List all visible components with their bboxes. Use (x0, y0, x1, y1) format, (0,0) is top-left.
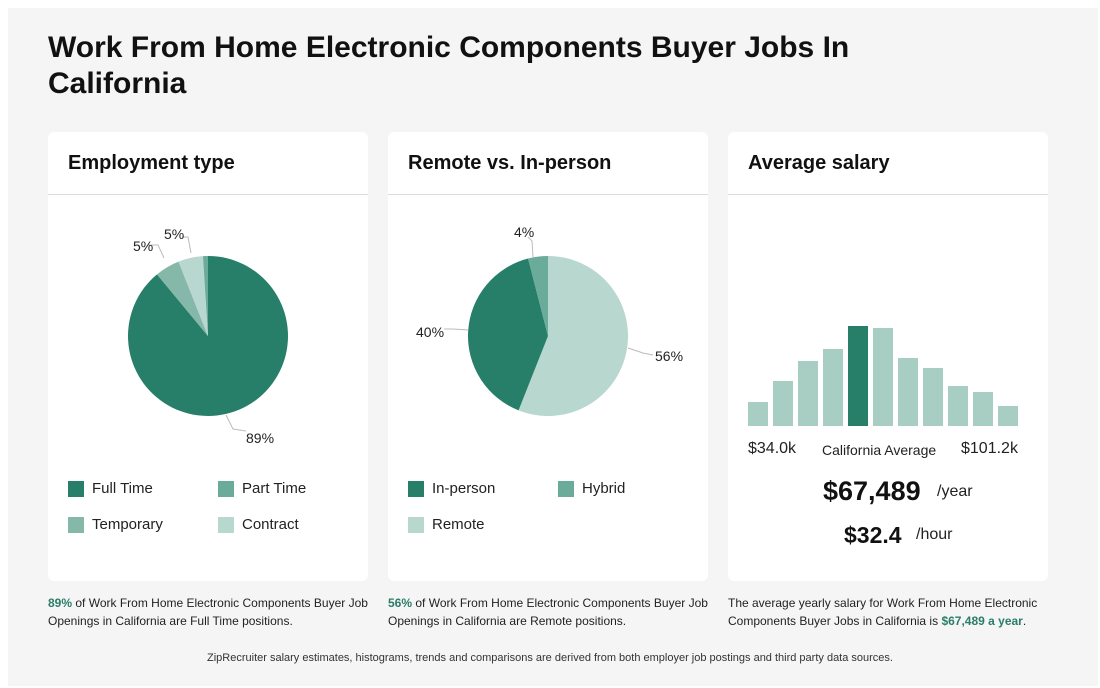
leader-line (444, 328, 469, 331)
hourly-salary: $32.4 (844, 522, 902, 548)
histogram-bar (948, 386, 968, 426)
legend-hybrid: Hybrid (558, 480, 708, 497)
pie-slice-contract (178, 256, 208, 336)
leader-line (182, 236, 192, 254)
slice-label: 56% (655, 348, 684, 364)
histogram-bar (898, 358, 918, 426)
legend-temporary: Temporary (68, 516, 218, 533)
slice-label: 89% (246, 430, 275, 446)
histogram-bar (998, 406, 1018, 426)
remote-caption: 56% of Work From Home Electronic Compone… (388, 596, 708, 628)
yearly-salary: $67,489 (823, 476, 921, 506)
max-salary-label: $101.2k (961, 440, 1018, 457)
salary-histogram (748, 326, 1018, 426)
hourly-unit: /hour (916, 526, 953, 543)
legend-swatch (68, 480, 84, 497)
legend-contract: Contract (218, 516, 368, 533)
legend-part-time: Part Time (218, 480, 368, 497)
histogram-bar (823, 349, 843, 426)
legend-swatch (68, 516, 84, 533)
legend-swatch (408, 480, 424, 497)
slice-label: 5% (133, 238, 154, 254)
pie-slice-hybrid (528, 256, 548, 336)
legend-full-time: Full Time (68, 480, 218, 497)
leader-line (148, 244, 165, 259)
histogram-bar-average (848, 326, 868, 426)
slice-label: 5% (164, 226, 185, 242)
histogram-bar (748, 402, 768, 426)
yearly-unit: /year (937, 483, 973, 500)
average-salary-card: Average salary $34.0k California Average… (728, 132, 1048, 581)
slice-label: 4% (514, 224, 535, 240)
histogram-bar (973, 392, 993, 426)
legend-swatch (408, 516, 424, 533)
remote-card: Remote vs. In-person 56% 40% 4% In-perso… (388, 132, 708, 581)
employment-pie-chart (128, 236, 288, 432)
employment-type-card: Employment type 89% 5% 5% Full Time Part… (48, 132, 368, 581)
employment-caption: 89% of Work From Home Electronic Compone… (48, 596, 368, 628)
pie-slice-remote (518, 256, 628, 416)
leader-line (627, 347, 654, 356)
card-title: Employment type (48, 132, 368, 195)
pie-slice-in-person (468, 258, 548, 411)
histogram-bar (773, 381, 793, 426)
min-salary-label: $34.0k (748, 440, 797, 457)
histogram-bar (798, 361, 818, 426)
legend-swatch (558, 480, 574, 497)
histogram-bar (923, 368, 943, 426)
page-title: Work From Home Electronic Components Buy… (48, 31, 850, 100)
pie-slice-temporary (157, 261, 208, 336)
legend-remote: Remote (408, 516, 558, 533)
salary-caption: The average yearly salary for Work From … (728, 596, 1038, 628)
card-title: Remote vs. In-person (388, 132, 708, 195)
leader-line (527, 236, 534, 258)
california-average-label: California Average (822, 442, 937, 458)
remote-pie-chart (444, 236, 654, 416)
slice-label: 40% (416, 324, 445, 340)
leader-line (225, 414, 247, 432)
card-title: Average salary (728, 132, 1048, 195)
legend-swatch (218, 516, 234, 533)
legend-swatch (218, 480, 234, 497)
footer-note: ZipRecruiter salary estimates, histogram… (207, 652, 893, 664)
histogram-bar (873, 328, 893, 426)
pie-slice-part-time (202, 256, 208, 336)
legend-in-person: In-person (408, 480, 558, 497)
